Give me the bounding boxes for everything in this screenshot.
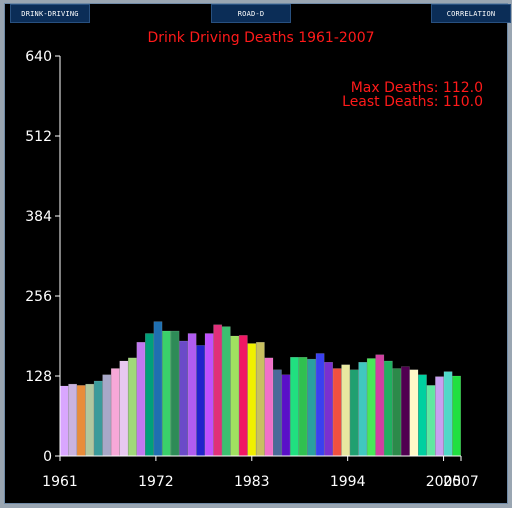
bars-group	[59, 321, 461, 457]
bar-2005	[435, 376, 444, 457]
bar-1977	[196, 345, 205, 457]
bar-1979	[213, 324, 223, 457]
bar-1969	[128, 357, 137, 457]
bar-1973	[162, 330, 171, 457]
bar-1962	[68, 383, 78, 457]
bar-1966	[102, 374, 112, 457]
y-tick-label: 256	[25, 289, 52, 305]
bar-1989	[298, 357, 308, 457]
bar-1970	[136, 342, 146, 457]
tab-correlation[interactable]: CORRELATION	[431, 4, 511, 23]
tab-road-d[interactable]: ROAD-D	[211, 4, 291, 23]
least-deaths-annotation: Least Deaths: 110.0	[342, 94, 483, 110]
bar-1993	[332, 368, 342, 457]
bar-1998	[375, 354, 385, 457]
chart-title: Drink Driving Deaths 1961-2007	[147, 30, 374, 46]
y-tick-label: 640	[25, 49, 52, 65]
bar-1978	[204, 333, 214, 457]
max-deaths-annotation: Max Deaths: 112.0	[351, 80, 483, 96]
bar-2004	[426, 385, 436, 457]
bar-1964	[85, 383, 95, 457]
bar-2007	[452, 375, 461, 457]
bar-2002	[409, 369, 419, 457]
bar-1974	[170, 330, 180, 457]
tab-drink-driving[interactable]: DRINK-DRIVING	[10, 4, 90, 23]
bar-1995	[349, 369, 359, 457]
x-tick-label: 1983	[234, 474, 270, 490]
bar-1996	[358, 362, 368, 457]
bar-1963	[76, 385, 86, 457]
y-tick-label: 0	[43, 449, 52, 465]
bar-1991	[315, 353, 325, 457]
bar-2006	[443, 371, 453, 457]
bar-2003	[418, 374, 427, 457]
x-tick-label: 1972	[138, 474, 174, 490]
bar-1982	[238, 335, 248, 457]
bar-1988	[290, 357, 299, 457]
bar-1986	[273, 369, 282, 457]
bar-1984	[255, 342, 265, 457]
y-tick-label: 512	[25, 129, 52, 145]
bar-1981	[230, 335, 240, 457]
bar-1999	[383, 360, 393, 457]
x-tick-label: 1994	[330, 474, 366, 490]
bar-1985	[264, 357, 274, 457]
bar-1961	[59, 385, 69, 457]
bar-1987	[281, 374, 291, 457]
bar-1965	[93, 380, 103, 457]
x-tick-label: 1961	[42, 474, 78, 490]
bar-2001	[401, 366, 410, 457]
bar-1992	[324, 362, 333, 457]
y-tick-label: 128	[25, 369, 52, 385]
bar-2000	[392, 368, 402, 457]
bar-1997	[366, 358, 376, 457]
y-tick-label: 384	[25, 209, 52, 225]
bar-1980	[221, 326, 231, 457]
bar-1968	[119, 360, 129, 457]
bar-1971	[145, 333, 154, 457]
app-window: DRINK-DRIVING ROAD-D CORRELATION Drink D…	[4, 3, 511, 504]
bar-1994	[341, 364, 351, 457]
bar-1975	[179, 340, 188, 457]
x-tick-label: 2007	[443, 474, 479, 490]
bar-1983	[247, 343, 257, 457]
bar-1972	[153, 321, 163, 457]
bar-1976	[187, 333, 197, 457]
bar-1990	[307, 358, 316, 457]
bar-chart: Drink Driving Deaths 1961-2007 Max Death…	[25, 30, 483, 490]
x-tick-label: 2005	[426, 474, 462, 490]
bar-1967	[110, 368, 120, 457]
